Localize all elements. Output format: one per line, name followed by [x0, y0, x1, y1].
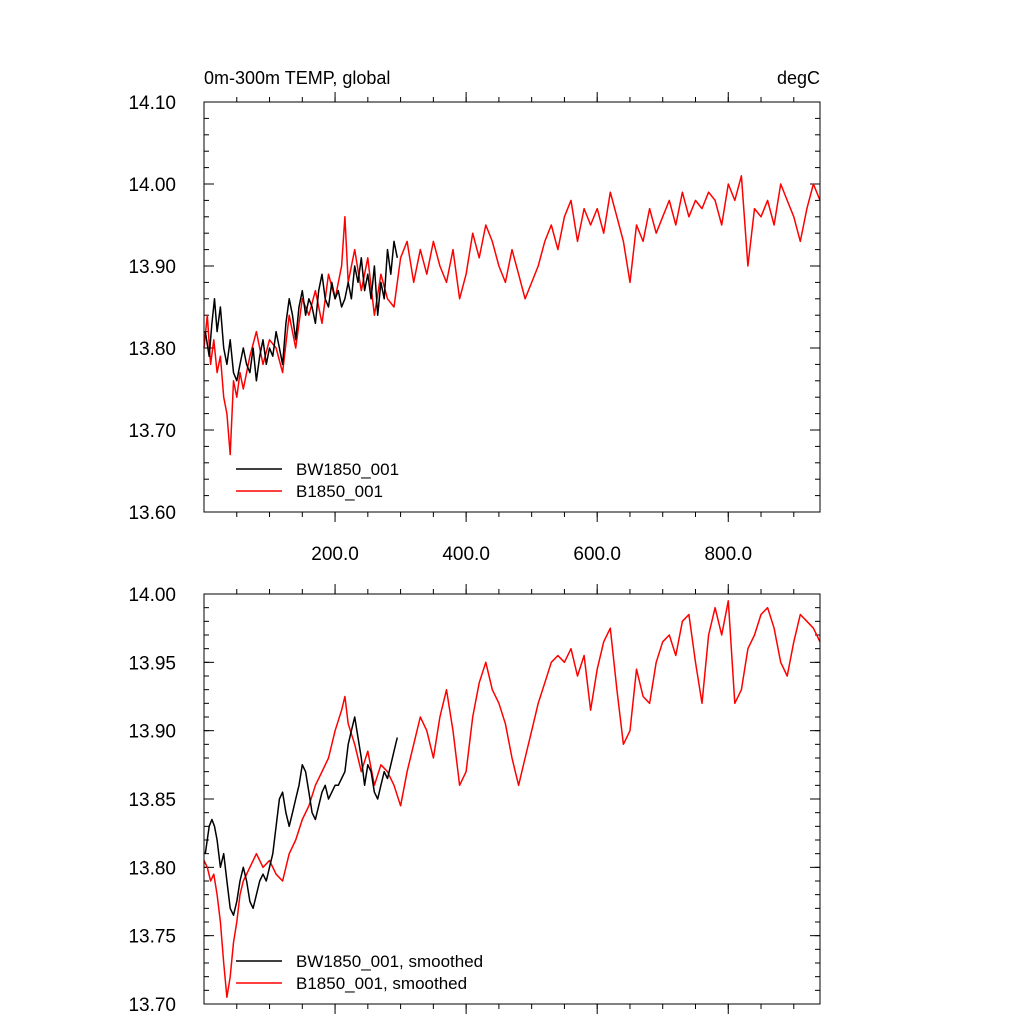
top-y-tick-label: 13.90	[128, 257, 176, 278]
bottom-y-tick-label: 13.75	[128, 927, 176, 948]
bottom-series-line-bw1850	[204, 716, 399, 916]
bottom-plot-frame	[203, 593, 821, 1005]
bottom-legend-label-bw: BW1850_001, smoothed	[296, 952, 483, 971]
top-x-tick-label: 200.0	[311, 544, 359, 565]
bottom-y-tick-label: 14.00	[128, 585, 176, 606]
bottom-series-line-b1850	[203, 600, 821, 998]
top-axis-ticks: 13.60 13.70 13.80 13.90 14.00 14.10 200.0 400.0…	[128, 92, 820, 565]
top-x-tick-label: 600.0	[573, 544, 621, 565]
top-x-tick-label: 400.0	[442, 544, 490, 565]
bottom-y-tick-label: 13.70	[128, 995, 176, 1016]
bottom-y-tick-label: 13.95	[128, 653, 176, 674]
top-series-group	[203, 175, 821, 456]
top-y-tick-label: 14.10	[128, 93, 176, 114]
top-legend: BW1850_001 B1850_001	[236, 460, 399, 501]
top-legend-label-bw: BW1850_001	[296, 460, 399, 479]
top-plot-frame	[203, 101, 821, 513]
bottom-legend: BW1850_001, smoothed B1850_001, smoothed	[236, 952, 483, 993]
top-y-tick-label: 13.70	[128, 421, 176, 442]
top-panel: 0m-300m TEMP, global degC 13.60 13.70 13.8…	[128, 68, 821, 565]
top-y-tick-label: 13.60	[128, 503, 176, 524]
bottom-y-tick-label: 13.90	[128, 722, 176, 743]
top-chart-units: degC	[777, 68, 820, 88]
bottom-y-tick-label: 13.85	[128, 790, 176, 811]
top-series-line-bw1850	[204, 240, 399, 382]
top-x-tick-label: 800.0	[704, 544, 752, 565]
bottom-series-group	[203, 600, 821, 998]
bottom-panel: 13.70 13.75 13.80 13.85 13.90 13.95 14.00 BW18…	[128, 584, 821, 1016]
bottom-legend-label-b: B1850_001, smoothed	[296, 974, 467, 993]
top-y-tick-label: 14.00	[128, 175, 176, 196]
top-y-tick-label: 13.80	[128, 339, 176, 360]
top-legend-label-b: B1850_001	[296, 482, 383, 501]
top-chart-title: 0m-300m TEMP, global	[204, 68, 390, 88]
bottom-y-tick-label: 13.80	[128, 858, 176, 879]
top-series-line-b1850	[203, 175, 821, 456]
